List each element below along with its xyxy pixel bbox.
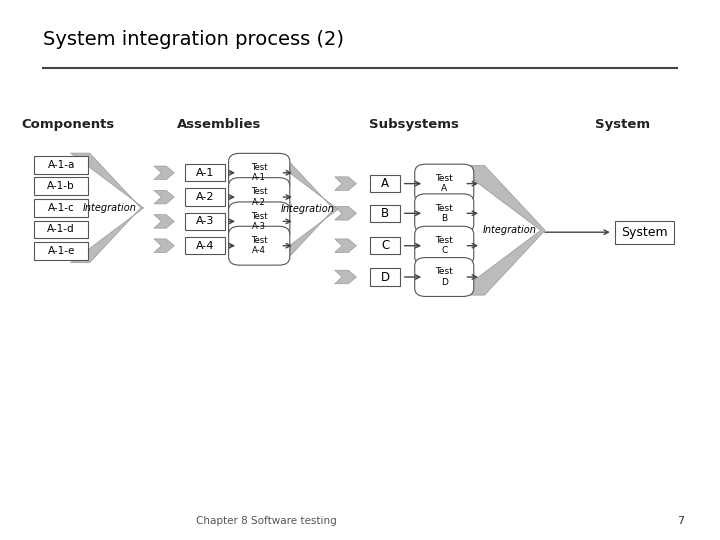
FancyBboxPatch shape (228, 202, 289, 241)
FancyBboxPatch shape (415, 258, 474, 296)
FancyBboxPatch shape (228, 153, 289, 192)
FancyBboxPatch shape (415, 164, 474, 203)
FancyBboxPatch shape (415, 226, 474, 265)
Text: A-1-e: A-1-e (48, 246, 75, 256)
Text: Components: Components (22, 118, 115, 131)
Text: Test
A-2: Test A-2 (251, 187, 267, 207)
Text: System: System (621, 226, 667, 239)
Text: A-4: A-4 (196, 241, 215, 251)
Text: A-3: A-3 (196, 217, 215, 226)
FancyBboxPatch shape (35, 177, 89, 195)
Text: Test
B: Test B (436, 204, 453, 223)
Text: Integration: Integration (281, 204, 334, 214)
FancyBboxPatch shape (185, 188, 225, 206)
FancyBboxPatch shape (370, 237, 400, 254)
Text: A-1-c: A-1-c (48, 203, 75, 213)
FancyBboxPatch shape (35, 220, 89, 239)
Text: System: System (595, 118, 650, 131)
Text: Assemblies: Assemblies (177, 118, 262, 131)
FancyBboxPatch shape (370, 268, 400, 286)
Text: Chapter 8 Software testing: Chapter 8 Software testing (196, 516, 337, 526)
Polygon shape (335, 206, 356, 220)
Text: Subsystems: Subsystems (369, 118, 459, 131)
Text: Integration: Integration (83, 203, 136, 213)
Text: Test
A-3: Test A-3 (251, 212, 267, 231)
FancyBboxPatch shape (615, 221, 674, 244)
Text: A-1-b: A-1-b (48, 181, 75, 191)
Polygon shape (335, 239, 356, 252)
Polygon shape (267, 156, 338, 262)
FancyBboxPatch shape (35, 156, 89, 174)
Text: A-2: A-2 (196, 192, 215, 202)
FancyBboxPatch shape (35, 242, 89, 260)
FancyBboxPatch shape (35, 199, 89, 217)
Polygon shape (71, 153, 144, 262)
Text: 7: 7 (677, 516, 684, 526)
Polygon shape (335, 270, 356, 284)
Polygon shape (454, 165, 545, 295)
FancyBboxPatch shape (228, 226, 289, 265)
Text: C: C (381, 239, 390, 252)
Text: Test
A-4: Test A-4 (251, 236, 267, 255)
Text: System integration process (2): System integration process (2) (43, 30, 344, 49)
Text: Test
C: Test C (436, 236, 453, 255)
Text: Test
A-1: Test A-1 (251, 163, 267, 183)
FancyBboxPatch shape (185, 164, 225, 181)
FancyBboxPatch shape (370, 175, 400, 192)
FancyBboxPatch shape (228, 178, 289, 217)
Text: A-1-a: A-1-a (48, 160, 75, 170)
Polygon shape (335, 177, 356, 190)
FancyBboxPatch shape (185, 213, 225, 230)
Text: Integration: Integration (483, 225, 536, 235)
Text: D: D (381, 271, 390, 284)
Polygon shape (154, 239, 174, 252)
Text: A: A (381, 177, 390, 190)
FancyBboxPatch shape (370, 205, 400, 222)
FancyBboxPatch shape (415, 194, 474, 233)
Polygon shape (154, 191, 174, 204)
Text: Test
A: Test A (436, 174, 453, 193)
Text: A-1: A-1 (196, 168, 215, 178)
Text: B: B (381, 207, 390, 220)
FancyBboxPatch shape (185, 237, 225, 254)
Text: Test
D: Test D (436, 267, 453, 287)
Text: A-1-d: A-1-d (48, 225, 75, 234)
Polygon shape (154, 215, 174, 228)
Polygon shape (154, 166, 174, 179)
